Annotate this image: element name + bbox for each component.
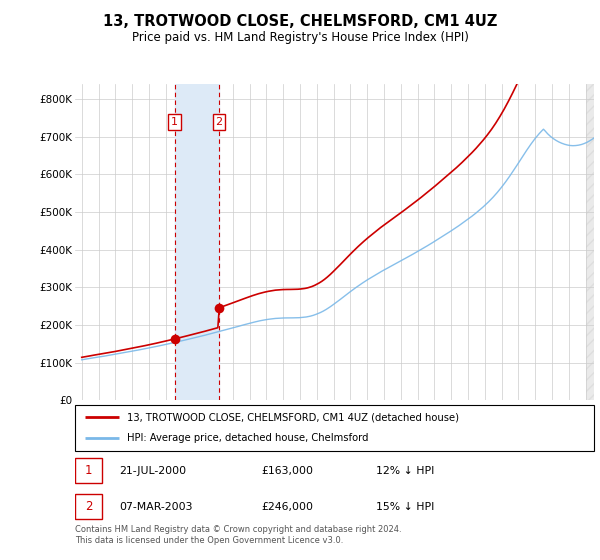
FancyBboxPatch shape [75,458,102,483]
Text: 21-JUL-2000: 21-JUL-2000 [119,465,186,475]
Text: 1: 1 [85,464,92,477]
Text: 13, TROTWOOD CLOSE, CHELMSFORD, CM1 4UZ (detached house): 13, TROTWOOD CLOSE, CHELMSFORD, CM1 4UZ … [127,412,459,422]
Text: 15% ↓ HPI: 15% ↓ HPI [376,502,434,512]
Text: Contains HM Land Registry data © Crown copyright and database right 2024.
This d: Contains HM Land Registry data © Crown c… [75,525,401,545]
Text: 12% ↓ HPI: 12% ↓ HPI [376,465,434,475]
Text: 1: 1 [171,117,178,127]
Text: 13, TROTWOOD CLOSE, CHELMSFORD, CM1 4UZ: 13, TROTWOOD CLOSE, CHELMSFORD, CM1 4UZ [103,14,497,29]
Text: £246,000: £246,000 [262,502,314,512]
Text: 2: 2 [215,117,223,127]
Text: 07-MAR-2003: 07-MAR-2003 [119,502,193,512]
FancyBboxPatch shape [75,494,102,519]
Text: 2: 2 [85,500,92,513]
Text: Price paid vs. HM Land Registry's House Price Index (HPI): Price paid vs. HM Land Registry's House … [131,31,469,44]
Text: £163,000: £163,000 [262,465,314,475]
FancyBboxPatch shape [75,405,594,451]
Text: HPI: Average price, detached house, Chelmsford: HPI: Average price, detached house, Chel… [127,433,368,444]
Bar [175,84,219,400]
